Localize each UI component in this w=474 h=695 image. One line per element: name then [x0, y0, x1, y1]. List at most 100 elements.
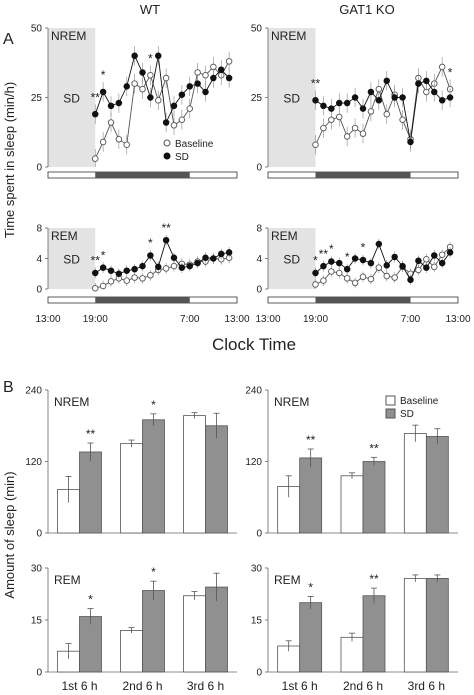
a-wt-rem-point-baseline	[131, 274, 138, 281]
a-wt-nrem-dark-period	[95, 172, 190, 178]
b-ko-rem-bar-sd	[299, 602, 323, 673]
a-wt-nrem-point-sd	[154, 52, 162, 60]
a-ko-nrem-point-baseline	[367, 108, 375, 115]
a-ko-rem-point-sd	[438, 259, 446, 267]
b-ko-rem-y-tick-label: 0	[256, 668, 262, 679]
a-wt-rem-significance-mark: **	[161, 221, 171, 235]
a-wt-rem-point-baseline	[91, 284, 99, 292]
b-ko-nrem-bar-sd	[362, 461, 386, 534]
b-ko-nrem-bar-sd	[425, 436, 449, 534]
b-ko-rem-significance-mark: **	[369, 572, 379, 586]
a-ko-nrem-point-sd	[336, 99, 343, 107]
a-ko-nrem-point-sd	[407, 138, 414, 146]
a-ko-rem-y-tick-label: 8	[256, 224, 262, 235]
a-ko-rem-significance-mark: *	[361, 241, 366, 255]
b-wt-nrem-bar-sd	[142, 419, 165, 534]
a-ko-nrem-significance-mark: **	[311, 77, 321, 91]
a-wt-nrem-point-baseline	[91, 155, 99, 162]
b-ko-nrem-y-tick-label: 120	[245, 457, 262, 468]
a-wt-rem-significance-mark: **	[91, 254, 101, 268]
a-ko-nrem-point-sd	[343, 99, 351, 107]
a-wt-rem-point-sd	[225, 249, 233, 256]
b-wt-nrem-y-tick-label: 120	[25, 457, 42, 468]
a-wt-rem-significance-mark: *	[101, 248, 106, 262]
legend-a-sd-label: SD	[175, 152, 189, 163]
a-ko-rem-point-baseline	[351, 279, 359, 287]
a-wt-rem-point-baseline	[147, 272, 154, 279]
a-ko-rem-point-sd	[423, 264, 430, 271]
a-wt-nrem-point-sd	[99, 88, 107, 96]
a-ko-nrem-point-baseline	[438, 63, 446, 71]
a-wt-nrem-y-tick-label: 50	[31, 24, 43, 35]
b-wt-rem-y-tick-label: 15	[31, 616, 43, 627]
a-ko-rem-point-baseline	[328, 268, 335, 275]
a-ko-nrem-point-sd	[431, 88, 438, 96]
a-wt-nrem-stage-label: NREM	[51, 29, 86, 43]
a-wt-rem-point-sd	[139, 262, 146, 270]
a-wt-rem-point-baseline	[139, 275, 146, 282]
a-ko-nrem-point-sd	[328, 105, 335, 112]
a-wt-rem-point-sd	[202, 254, 209, 261]
a-ko-rem-point-baseline	[438, 251, 446, 258]
a-wt-nrem-point-baseline	[178, 116, 186, 123]
a-ko-rem-significance-mark: *	[329, 242, 334, 256]
b-ko-nrem-bar-baseline	[403, 433, 427, 534]
a-wt-nrem-point-sd	[225, 74, 233, 82]
a-wt-nrem-plot	[45, 27, 238, 179]
a-ko-rem-point-sd	[312, 269, 319, 277]
a-ko-nrem-point-sd	[438, 97, 446, 104]
a-ko-rem-point-sd	[399, 262, 406, 270]
a-ko-rem-point-baseline	[375, 264, 383, 271]
legend-a-baseline-marker	[163, 139, 171, 147]
a-ko-rem-point-sd	[320, 262, 327, 270]
a-ko-rem-point-baseline	[383, 272, 391, 280]
b-wt-nrem-bar-baseline	[183, 415, 206, 534]
a-wt-rem-point-sd	[123, 267, 130, 274]
a-wt-rem-point-sd	[99, 264, 107, 271]
a-wt-nrem-point-baseline	[123, 141, 130, 149]
a-wt-rem-point-sd	[131, 265, 138, 273]
b-ko-nrem-y-tick-label: 240	[245, 386, 262, 397]
a-ko-rem-point-sd	[367, 259, 375, 267]
a-ko-nrem-point-sd	[383, 77, 391, 85]
a-ko-rem-point-baseline	[367, 275, 375, 283]
a-wt-rem-stage-label: REM	[51, 229, 78, 243]
a-ko-nrem-point-baseline	[312, 141, 319, 149]
a-wt-rem-point-sd	[107, 267, 115, 274]
a-wt-rem-point-sd	[147, 252, 154, 259]
b-wt-nrem-bar-sd	[79, 451, 102, 534]
b-wt-nrem-bar-sd	[205, 425, 228, 534]
b-wt-rem-category-label: 1st 6 h	[61, 679, 97, 693]
b-ko-rem-stage-label: REM	[274, 573, 301, 587]
b-ko-nrem-plot	[265, 389, 458, 534]
b-wt-rem-y-tick-label: 0	[36, 668, 42, 679]
a-ko-rem-point-baseline	[343, 275, 351, 282]
a-wt-rem-point-baseline	[162, 265, 170, 272]
a-wt-nrem-point-sd	[115, 99, 123, 107]
b-wt-nrem-significance-mark: *	[151, 398, 156, 412]
b-wt-rem-bar-sd	[142, 590, 165, 673]
a-ko-rem-point-baseline	[423, 256, 430, 263]
b-wt-nrem-stage-label: NREM	[54, 395, 89, 409]
b-ko-rem-category-label: 1st 6 h	[282, 679, 318, 693]
b-wt-rem-significance-mark: *	[151, 565, 156, 579]
legend-a-baseline-label: Baseline	[175, 139, 214, 150]
b-ko-rem-category-label: 2nd 6 h	[343, 679, 383, 693]
b-ko-nrem-y-tick-label: 0	[256, 529, 262, 540]
b-wt-rem-plot	[45, 567, 237, 673]
a-ko-rem-dark-period	[315, 297, 411, 303]
a-ko-nrem-point-baseline	[320, 124, 327, 132]
a-ko-rem-point-baseline	[320, 277, 327, 284]
a-ko-nrem-point-baseline	[399, 116, 406, 123]
b-ko-nrem-bar-baseline	[340, 475, 364, 534]
a-ko-rem-point-baseline	[336, 269, 343, 277]
b-ko-rem-category-label: 3rd 6 h	[408, 679, 445, 693]
b-wt-rem-bar-baseline	[183, 595, 206, 673]
a-ko-rem-sd-label: SD	[283, 253, 300, 267]
a-wt-rem-point-sd	[178, 264, 186, 271]
a-wt-nrem-point-sd	[123, 83, 130, 90]
a-ko-rem-time-tick-label: 7:00	[401, 314, 421, 325]
a-ko-rem-line-sd	[315, 242, 451, 281]
a-wt-rem-y-tick-label: 8	[36, 224, 42, 235]
a-ko-rem-time-tick-label: 13:00	[445, 314, 470, 325]
